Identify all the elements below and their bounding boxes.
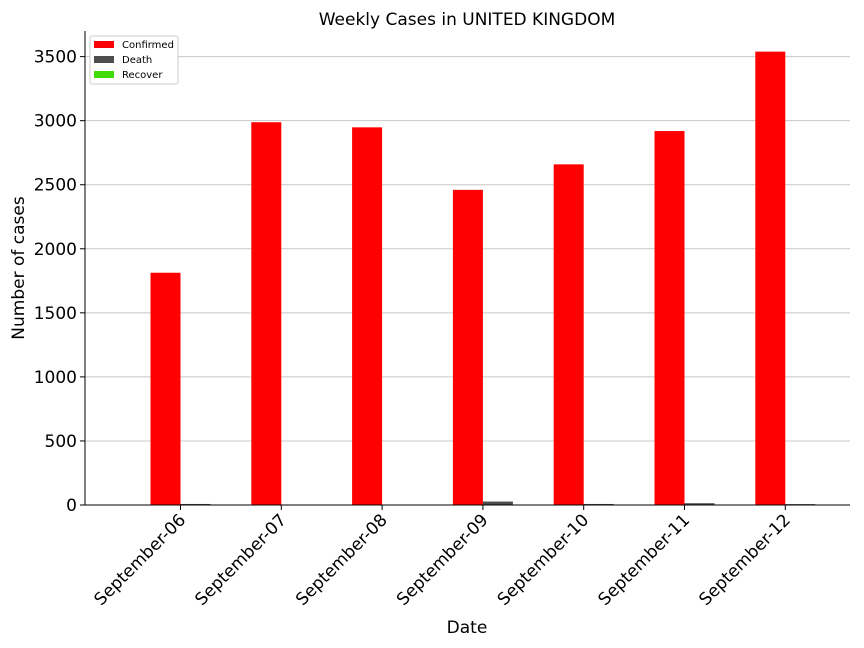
y-tick-label: 1500 (34, 304, 77, 324)
bar-death (684, 503, 715, 505)
bar-death (180, 503, 211, 505)
legend-label-recover: Recover (122, 70, 163, 81)
x-tick-label: September-07 (191, 510, 290, 609)
bar-confirmed (654, 131, 685, 505)
x-axis-label: Date (447, 618, 488, 638)
y-tick-label: 2500 (34, 176, 77, 196)
x-tick-label: September-12 (695, 510, 794, 609)
bar-confirmed (452, 189, 483, 505)
x-tick-label: September-06 (91, 510, 190, 609)
y-axis-label: Number of cases (9, 196, 29, 340)
x-tick-label: September-11 (595, 510, 694, 609)
bar-death (583, 503, 614, 505)
x-tick-label: September-10 (494, 510, 593, 609)
legend-label-death: Death (122, 55, 152, 66)
y-tick-label: 3000 (34, 112, 77, 132)
bars (150, 51, 816, 506)
y-tick-label: 2000 (34, 240, 77, 260)
y-axis-ticks: 0 500 1000 1500 2000 2500 3000 3500 (34, 48, 85, 516)
bar-confirmed (553, 164, 584, 505)
x-axis-ticks: September-06 September-07 September-08 Sept… (91, 505, 795, 610)
legend-swatch-death (94, 56, 114, 63)
bar-death (482, 501, 513, 505)
y-tick-label: 500 (45, 432, 77, 452)
bar-confirmed (150, 272, 181, 505)
y-tick-label: 0 (66, 496, 77, 516)
bar-confirmed (251, 122, 282, 505)
y-tick-label: 1000 (34, 368, 77, 388)
x-tick-label: September-08 (292, 510, 391, 609)
legend-swatch-recover (94, 71, 114, 78)
bar-confirmed (352, 127, 383, 506)
legend-swatch-confirmed (94, 41, 114, 48)
chart-title: Weekly Cases in UNITED KINGDOM (319, 10, 616, 30)
legend-label-confirmed: Confirmed (122, 40, 174, 51)
legend: Confirmed Death Recover (89, 35, 179, 85)
y-tick-label: 3500 (34, 48, 77, 68)
x-tick-label: September-09 (393, 510, 492, 609)
bar-confirmed (755, 51, 786, 506)
